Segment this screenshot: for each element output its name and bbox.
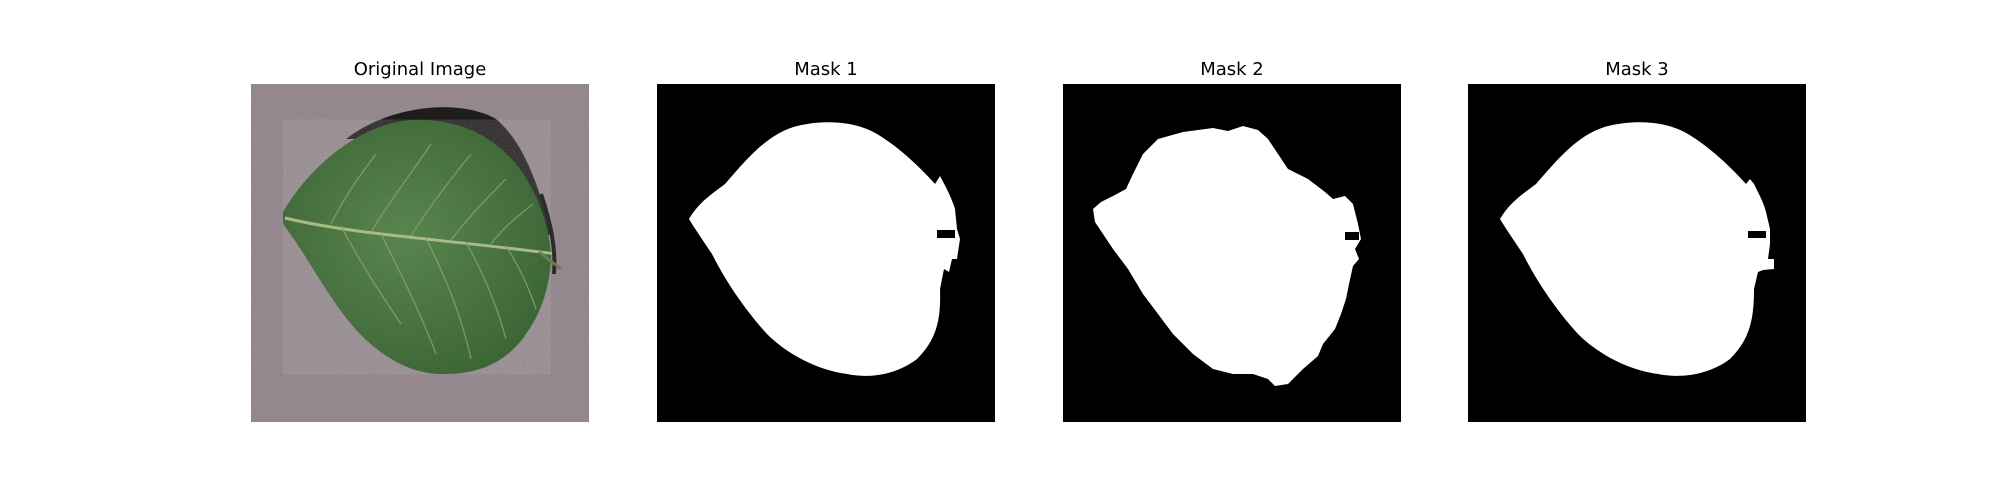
mask-3-title: Mask 3 [1605,59,1669,80]
leaf-midrib [284,216,557,256]
leaf-shadow [346,107,551,244]
mask-leaf-region [689,122,960,376]
mask-2 [1063,84,1401,422]
mask-2-panel [1063,84,1401,422]
mask-3 [1468,84,1806,422]
mask-1-panel [657,84,995,422]
mask-notch [1748,231,1766,238]
leaf [283,119,551,375]
leaf-veins [330,143,537,360]
mask-1-title: Mask 1 [794,59,858,80]
original-image-title: Original Image [353,59,487,80]
mask-2-title: Mask 2 [1200,59,1264,80]
mask-notch [937,230,955,238]
leaf-photo [251,84,589,422]
original-image-panel [251,84,589,422]
leaf-stem-base [538,250,562,271]
mask-3-panel [1468,84,1806,422]
mask-notch [1345,232,1359,240]
mask-1 [657,84,995,422]
leaf-stem [539,193,557,275]
mask-leaf-region [1093,126,1361,386]
mask-leaf-region [1500,122,1774,376]
